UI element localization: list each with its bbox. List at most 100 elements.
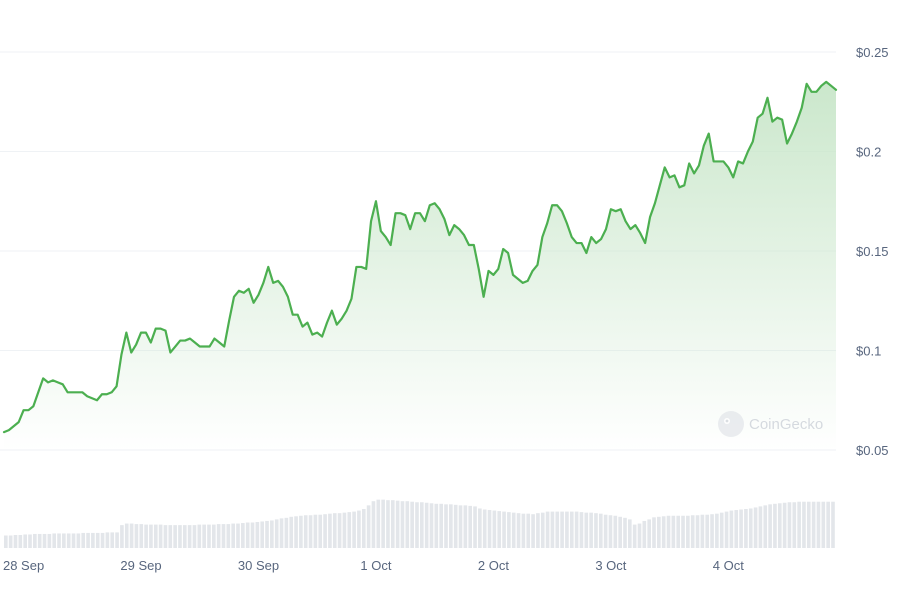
volume-bar: [308, 515, 313, 548]
volume-bar: [158, 524, 163, 548]
volume-bar: [584, 512, 589, 548]
volume-bar: [52, 533, 57, 548]
volume-bar: [366, 505, 371, 548]
volume-bar: [216, 524, 221, 548]
volume-bars: [4, 499, 835, 548]
volume-bar: [487, 510, 492, 548]
x-tick-label: 3 Oct: [595, 558, 626, 573]
volume-bar: [178, 525, 182, 548]
volume-bar: [37, 533, 42, 548]
volume-bar: [628, 519, 632, 548]
volume-bar: [134, 524, 139, 548]
volume-bar: [449, 504, 453, 548]
volume-bar: [47, 533, 52, 548]
volume-bar: [637, 523, 642, 548]
volume-bar: [420, 502, 424, 548]
volume-bar: [289, 516, 294, 548]
volume-bar: [255, 522, 260, 548]
volume-bar: [623, 517, 627, 548]
volume-bar: [478, 508, 482, 548]
volume-bar: [390, 500, 395, 548]
volume-bar: [744, 509, 748, 548]
volume-bar: [381, 499, 385, 548]
watermark-text: CoinGecko: [749, 416, 823, 433]
volume-bar: [632, 524, 637, 548]
price-area-fill: [4, 81, 836, 450]
volume-bar: [579, 512, 584, 548]
volume-bar: [777, 503, 782, 548]
volume-bar: [657, 516, 661, 548]
volume-bar: [463, 505, 468, 548]
volume-bar: [574, 511, 579, 548]
volume-bar: [18, 535, 23, 548]
volume-bar: [555, 511, 560, 548]
x-tick-label: 28 Sep: [3, 558, 44, 573]
volume-bar: [231, 523, 235, 548]
volume-bar: [676, 515, 681, 548]
volume-bar: [545, 511, 550, 548]
volume-bar: [115, 532, 119, 548]
volume-bar: [270, 520, 274, 548]
volume-bar: [642, 520, 647, 548]
volume-bar: [173, 525, 177, 548]
volume-bar: [241, 523, 245, 548]
volume-bar: [13, 535, 18, 548]
volume-bar: [569, 511, 574, 548]
volume-bar: [482, 509, 487, 548]
volume-bar: [236, 523, 240, 548]
volume-bar: [153, 524, 158, 548]
volume-bar: [260, 521, 265, 548]
x-axis-labels: 28 Sep 29 Sep 30 Sep 1 Oct 2 Oct 3 Oct 4 Oct: [3, 558, 744, 573]
y-axis-labels: $0.25 $0.2 $0.15 $0.1 $0.05: [856, 45, 889, 458]
volume-bar: [763, 505, 768, 548]
volume-bar: [816, 501, 821, 548]
volume-bar: [802, 501, 806, 548]
volume-bar: [618, 516, 622, 548]
volume-bar: [681, 515, 685, 548]
x-tick-label: 1 Oct: [360, 558, 391, 573]
volume-bar: [424, 502, 429, 548]
volume-bar: [245, 522, 250, 548]
volume-bar: [212, 524, 216, 548]
volume-bar: [182, 525, 187, 548]
volume-bar: [28, 534, 32, 548]
volume-bar: [594, 513, 598, 548]
volume-bar: [313, 514, 318, 548]
volume-bar: [797, 501, 801, 548]
volume-bar: [507, 512, 511, 548]
coingecko-logo-icon: [718, 411, 744, 437]
y-tick-label: $0.15: [856, 244, 889, 259]
volume-bar: [386, 500, 390, 548]
volume-bar: [187, 525, 192, 548]
volume-bar: [129, 523, 134, 548]
volume-bar: [831, 501, 835, 548]
volume-bar: [42, 533, 47, 548]
volume-bar: [492, 510, 497, 548]
volume-bar: [497, 511, 502, 548]
volume-bar: [149, 524, 153, 548]
volume-bar: [748, 508, 753, 548]
volume-bar: [328, 513, 332, 548]
volume-bar: [110, 532, 115, 548]
volume-bar: [690, 515, 695, 548]
volume-bar: [598, 513, 603, 548]
volume-bar: [753, 507, 758, 548]
volume-bar: [782, 502, 787, 548]
volume-bar: [163, 525, 168, 548]
volume-bar: [560, 511, 564, 548]
y-tick-label: $0.25: [856, 45, 889, 60]
volume-bar: [695, 515, 700, 548]
x-tick-label: 4 Oct: [713, 558, 744, 573]
volume-bar: [405, 501, 410, 548]
volume-bar: [279, 518, 284, 548]
x-tick-label: 30 Sep: [238, 558, 279, 573]
volume-bar: [168, 525, 173, 548]
volume-bar: [719, 512, 724, 548]
volume-bar: [603, 514, 608, 548]
volume-bar: [734, 510, 739, 548]
volume-bar: [95, 532, 100, 548]
y-tick-label: $0.05: [856, 443, 889, 458]
volume-bar: [323, 514, 327, 548]
volume-bar: [531, 514, 535, 548]
volume-bar: [86, 532, 90, 548]
